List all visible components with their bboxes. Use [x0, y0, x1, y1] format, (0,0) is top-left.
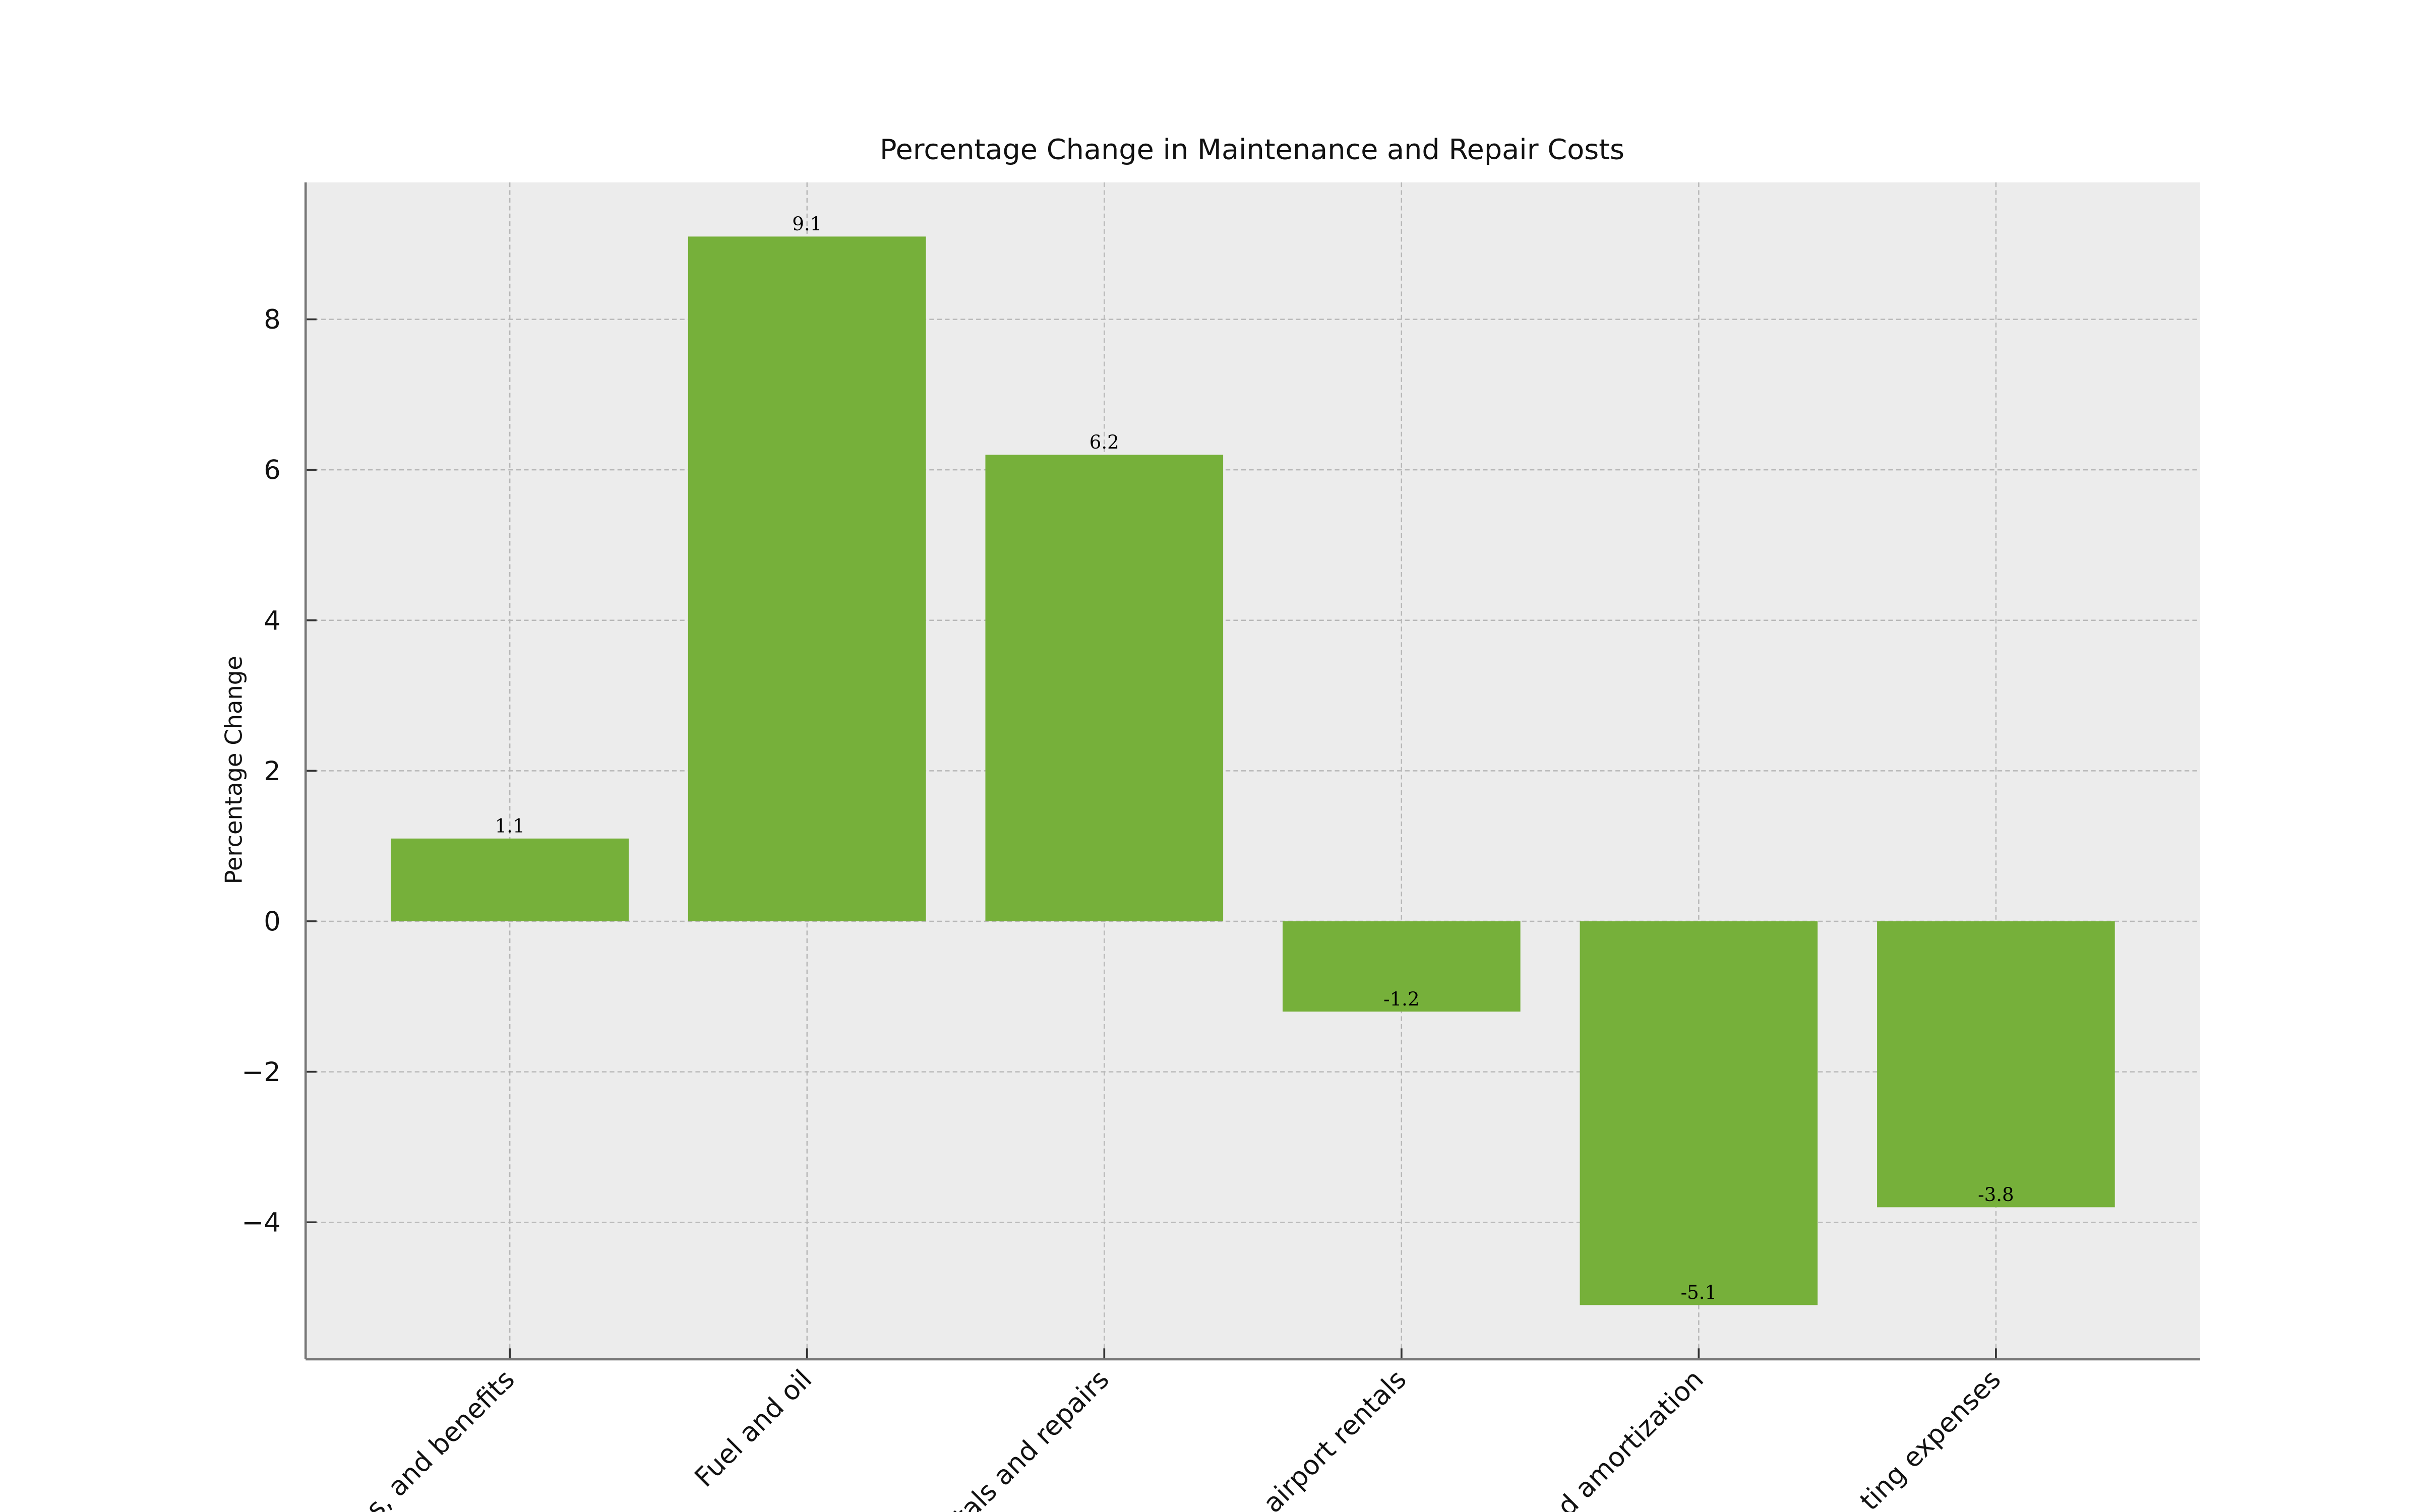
value-label: -3.8 [1978, 1184, 2014, 1206]
value-label: 6.2 [1090, 431, 1119, 453]
bar [985, 455, 1224, 921]
y-tick-label: −2 [241, 1057, 280, 1088]
bar [391, 838, 629, 921]
value-label: -1.2 [1383, 988, 1420, 1010]
y-tick-label: −4 [241, 1208, 280, 1238]
value-label: 9.1 [792, 213, 822, 235]
x-tick-label: ting expenses [1854, 1364, 2007, 1512]
y-tick-label: 0 [264, 907, 280, 937]
bar [1580, 921, 1818, 1305]
chart-title: Percentage Change in Maintenance and Rep… [880, 133, 1624, 166]
x-tick-label: tals and repairs [947, 1364, 1115, 1512]
bar [688, 236, 926, 921]
bar [1877, 921, 2115, 1208]
y-tick-label: 8 [264, 304, 280, 335]
x-tick-label: d amortization [1551, 1364, 1710, 1512]
value-label: 1.1 [495, 815, 525, 837]
value-label: -5.1 [1681, 1282, 1717, 1303]
y-tick-label: 4 [264, 605, 280, 636]
x-tick-label: airport rentals [1257, 1364, 1412, 1512]
y-tick-label: 6 [264, 455, 280, 486]
x-tick-label: s, and benefits [360, 1364, 521, 1512]
bar [1283, 921, 1521, 1012]
x-tick-label: Fuel and oil [689, 1364, 818, 1493]
y-axis-label: Percentage Change [220, 656, 247, 884]
y-tick-label: 2 [264, 756, 280, 787]
